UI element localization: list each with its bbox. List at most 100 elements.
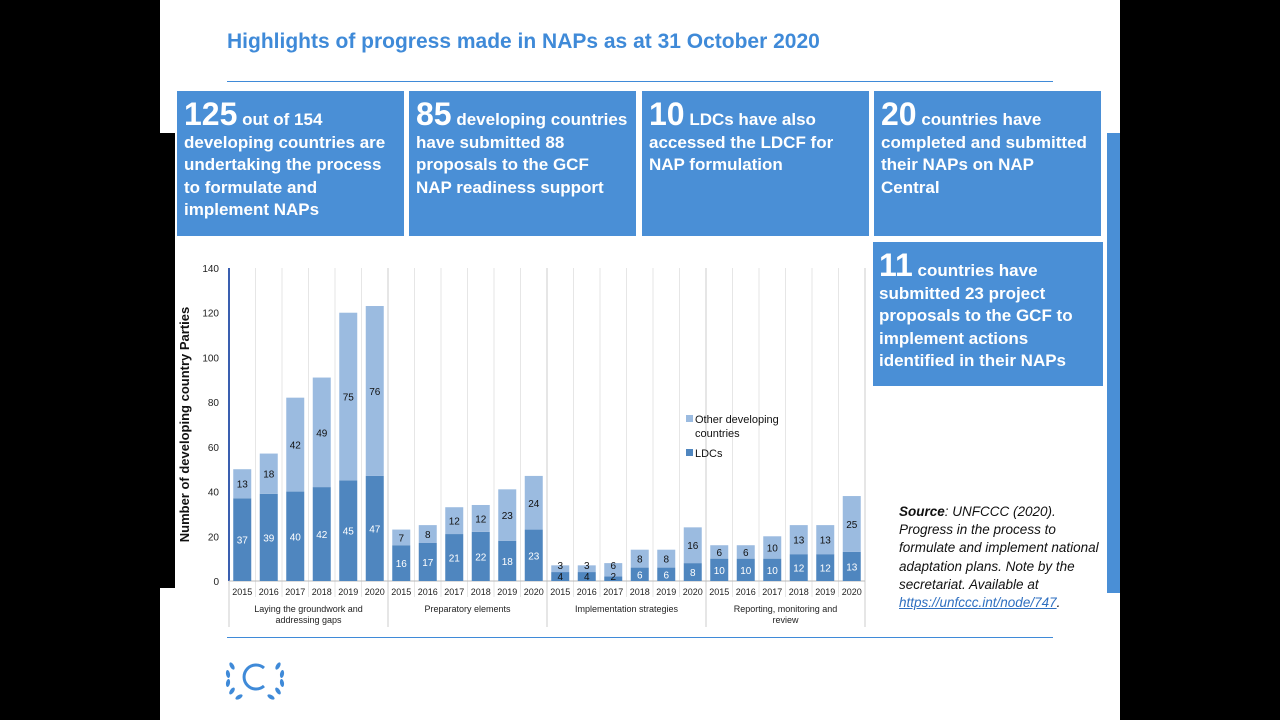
data-label-other: 13 [793,536,805,547]
bar-ldc [710,558,729,581]
bar-ldc [789,554,808,581]
y-tick-label: 120 [202,309,219,320]
y-tick-label: 100 [202,353,219,364]
highlight-number: 11 [879,247,913,283]
data-label-other: 42 [290,441,302,452]
bar-other [233,469,252,499]
highlight-box-4: 20 countries have completed and submitte… [874,91,1101,236]
data-label-ldc: 13 [846,562,858,573]
legend-label-other: countries [695,428,740,440]
data-label-other: 8 [637,555,643,566]
data-label-other: 6 [610,561,616,572]
bar-ldc [736,558,755,581]
legend-label-other: Other developing [695,414,779,426]
bar-ldc [286,491,305,581]
data-label-ldc: 16 [396,559,408,570]
bar-ldc [763,558,782,581]
data-label-other: 7 [398,533,404,544]
y-axis-label: Number of developing country Parties [177,307,192,543]
data-label-ldc: 37 [237,536,249,547]
bar-other [577,565,596,573]
source-label: Source [899,504,945,519]
bar-other [710,545,729,559]
slide-edge [160,133,175,588]
data-label-ldc: 23 [528,551,540,562]
bar-ldc [577,572,596,581]
x-tick-label: 2019 [497,587,517,597]
bar-other [683,527,702,564]
x-tick-label: 2017 [603,587,623,597]
source-end: . [1056,595,1061,611]
bar-ldc [657,567,676,581]
highlight-box-5: 11 countries have submitted 23 project p… [870,239,1106,389]
title-rule [227,81,1053,82]
group-label: Implementation strategies [575,604,679,614]
x-tick-label: 2020 [683,587,703,597]
bar-other [816,525,835,555]
bar-other [339,312,358,481]
x-tick-label: 2019 [815,587,835,597]
y-tick-label: 0 [213,577,219,588]
data-label-ldc: 4 [584,572,590,583]
unfccc-logo [225,662,285,700]
source-link[interactable]: https://unfccc.int/node/747 [899,595,1057,611]
x-tick-label: 2016 [736,587,756,597]
data-label-other: 49 [316,428,328,439]
x-tick-label: 2016 [418,587,438,597]
data-label-ldc: 21 [449,554,461,565]
data-label-other: 76 [369,387,381,398]
y-tick-label: 60 [208,443,220,454]
slide-title: Highlights of progress made in NAPs as a… [227,30,820,53]
stacked-bar-chart: 0 20 40 60 80 100 120 140 Number of developing c… [177,264,866,627]
bar-other [657,549,676,568]
bar-other [524,475,543,530]
highlight-box-2: 85 developing countries have submitted 8… [409,91,636,236]
bar-ldc [816,554,835,581]
bar-other [445,507,464,535]
data-label-ldc: 10 [740,566,752,577]
data-label-ldc: 2 [610,572,616,583]
highlight-number: 20 [881,96,917,132]
legend-label-ldc: LDCs [695,448,723,460]
bar-other [551,565,570,573]
bar-other [604,563,623,577]
highlight-text: countries have submitted 23 project prop… [879,261,1073,370]
bar-other [789,525,808,555]
data-label-other: 6 [743,548,749,559]
data-label-other: 24 [528,499,540,510]
bar-ldc [471,531,490,581]
y-tick-label: 80 [208,398,220,409]
data-label-other: 3 [557,561,563,572]
data-label-ldc: 10 [714,566,726,577]
data-label-ldc: 47 [369,524,381,535]
x-tick-label: 2019 [656,587,676,597]
bar-other [392,529,411,546]
data-label-ldc: 18 [502,557,514,568]
bar-other [498,489,517,541]
bar-other [736,545,755,559]
x-tick-label: 2016 [577,587,597,597]
data-label-other: 13 [820,536,832,547]
data-label-other: 3 [584,561,590,572]
data-label-other: 18 [263,470,275,481]
bar-ldc [445,534,464,581]
data-label-ldc: 39 [263,533,275,544]
x-tick-label: 2015 [709,587,729,597]
data-label-ldc: 22 [475,552,487,563]
x-tick-label: 2017 [444,587,464,597]
x-tick-label: 2019 [338,587,358,597]
data-label-ldc: 10 [767,566,779,577]
bar-other [418,525,437,543]
data-label-ldc: 12 [820,564,832,575]
highlight-number: 10 [649,96,685,132]
data-label-other: 16 [687,541,699,552]
bar-ldc [551,572,570,581]
x-tick-label: 2015 [232,587,252,597]
y-tick-label: 20 [208,532,220,543]
data-label-ldc: 8 [690,568,696,579]
x-tick-label: 2017 [762,587,782,597]
data-label-other: 8 [663,555,669,566]
bar-ldc [842,551,861,581]
x-tick-label: 2018 [312,587,332,597]
footer-rule [227,637,1053,638]
